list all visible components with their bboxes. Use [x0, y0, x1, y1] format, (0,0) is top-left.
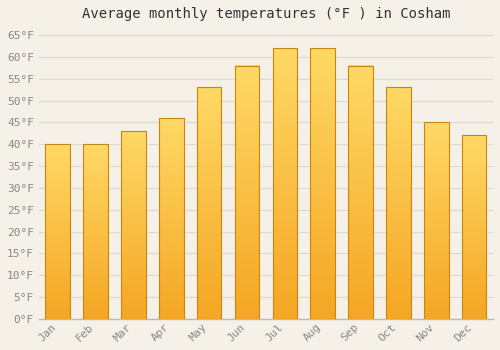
- Bar: [84, 144, 108, 319]
- Bar: [46, 144, 70, 319]
- Bar: [462, 135, 486, 319]
- Bar: [121, 131, 146, 319]
- Bar: [348, 65, 373, 319]
- Bar: [272, 48, 297, 319]
- Title: Average monthly temperatures (°F ) in Cosham: Average monthly temperatures (°F ) in Co…: [82, 7, 450, 21]
- Bar: [386, 88, 410, 319]
- Bar: [197, 88, 222, 319]
- Bar: [234, 65, 260, 319]
- Bar: [159, 118, 184, 319]
- Bar: [310, 48, 335, 319]
- Bar: [424, 122, 448, 319]
